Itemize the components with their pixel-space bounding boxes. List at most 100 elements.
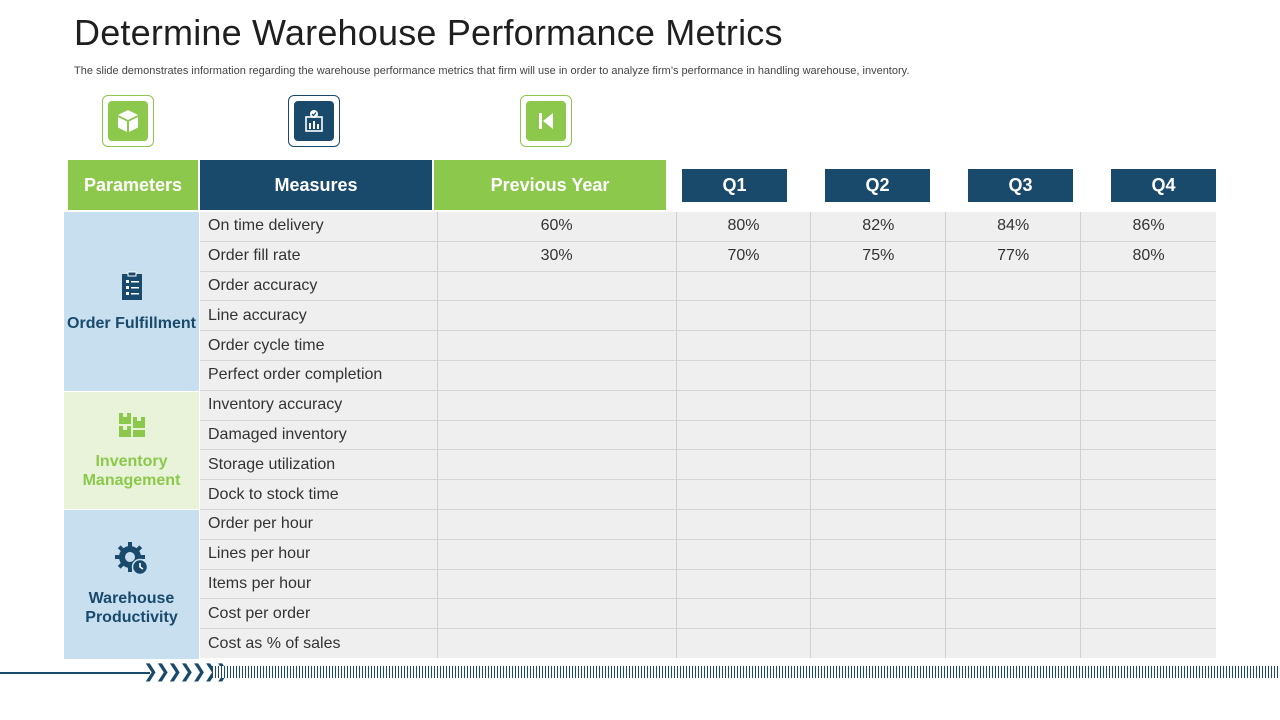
q2-cell: 82%: [811, 212, 947, 241]
q4-cell: [1081, 331, 1216, 360]
q1-cell: 70%: [677, 241, 812, 271]
q3-cell: 84%: [946, 212, 1082, 241]
previous-year-cell: [438, 509, 677, 539]
table-row: Storage utilization: [200, 450, 1216, 481]
q3-cell: [946, 599, 1082, 629]
chevrons-right-icon: ❯❯❯❯❯❯❯: [143, 661, 231, 681]
q2-cell: [811, 480, 947, 509]
q2-cell: [811, 450, 947, 480]
q4-cell: [1081, 361, 1216, 390]
previous-year-cell: [438, 390, 677, 420]
q4-cell: [1081, 301, 1216, 330]
table-row: Perfect order completion: [200, 360, 1216, 391]
measure-cell: Order accuracy: [200, 271, 438, 301]
q1-cell: [677, 629, 812, 658]
footer-stripes: [212, 666, 1280, 678]
q3-cell: [946, 271, 1082, 301]
q3-cell: [946, 360, 1082, 390]
q4-cell: 80%: [1132, 247, 1165, 265]
measure-cell: Storage utilization: [200, 450, 438, 480]
q4-cell: [1081, 421, 1216, 450]
previous-year-cell: 30%: [438, 241, 677, 271]
box-icon-frame: [102, 95, 154, 147]
previous-year-cell: [438, 331, 677, 360]
q3-cell: [946, 420, 1082, 450]
q4-cell: [1081, 570, 1216, 599]
q4-cell: [1081, 391, 1216, 420]
q3-cell: [946, 301, 1082, 331]
q2-cell: [811, 390, 947, 420]
q1-cell: [677, 390, 812, 420]
table-row: Order fill rate 30% 70% 75% 77% 80%: [200, 241, 1216, 272]
q3-cell: [946, 629, 1082, 658]
measure-cell: Cost per order: [200, 599, 438, 629]
footer-line: [0, 672, 150, 674]
q3-cell: [946, 509, 1082, 539]
q4-cell: [1081, 480, 1216, 509]
header-parameters: Parameters: [68, 160, 198, 210]
measure-cell: Lines per hour: [200, 539, 438, 569]
previous-year-cell: [438, 271, 677, 301]
q2-cell: 75%: [811, 241, 947, 271]
q4-cell: [1081, 540, 1216, 569]
table-row: Order per hour: [200, 509, 1216, 540]
skip-icon-frame: [520, 95, 572, 147]
category-label: Inventory Management: [82, 453, 181, 489]
box-icon: [108, 101, 148, 141]
q2-cell: [811, 271, 947, 301]
q2-cell: [811, 360, 947, 390]
q2-cell: [811, 569, 947, 599]
header-q2: Q2: [825, 169, 930, 202]
q2-cell: [811, 301, 947, 331]
q3-cell: [946, 331, 1082, 360]
table-row: Damaged inventory: [200, 420, 1216, 451]
q3-cell: [946, 480, 1082, 509]
metrics-table: On time delivery 60% 80% 82% 84% 86% Ord…: [200, 212, 1216, 659]
page-subtitle: The slide demonstrates information regar…: [74, 65, 910, 77]
q1-cell: [677, 360, 812, 390]
measure-cell: Cost as % of sales: [200, 629, 438, 658]
previous-year-cell: [438, 360, 677, 390]
header-q1: Q1: [682, 169, 787, 202]
header-q3: Q3: [968, 169, 1073, 202]
q1-cell: [677, 539, 812, 569]
q3-cell: 77%: [946, 241, 1082, 271]
previous-year-cell: [438, 420, 677, 450]
q3-cell: [946, 390, 1082, 420]
measure-cell: Order fill rate: [200, 241, 438, 271]
table-row: Items per hour: [200, 569, 1216, 600]
previous-year-cell: [438, 539, 677, 569]
category-label: Order Fulfillment: [67, 314, 196, 332]
table-row: Dock to stock time: [200, 480, 1216, 510]
category-warehouse-productivity: Warehouse Productivity: [64, 510, 199, 659]
measure-cell: Order per hour: [200, 509, 438, 539]
q1-cell: [677, 331, 812, 360]
report-icon-frame: [288, 95, 340, 147]
q2-cell: [811, 420, 947, 450]
table-row: Lines per hour: [200, 539, 1216, 570]
previous-year-cell: [438, 599, 677, 629]
page-title: Determine Warehouse Performance Metrics: [74, 12, 783, 53]
q4-cell: 86%: [1132, 217, 1165, 235]
previous-year-cell: [438, 450, 677, 480]
previous-year-cell: [438, 480, 677, 509]
measure-cell: Inventory accuracy: [200, 390, 438, 420]
q3-cell: [946, 569, 1082, 599]
q4-cell: [1081, 629, 1216, 658]
q1-cell: [677, 509, 812, 539]
q1-cell: [677, 480, 812, 509]
category-order-fulfillment: Order Fulfillment: [64, 212, 199, 391]
previous-year-cell: [438, 301, 677, 331]
skip-back-icon: [526, 101, 566, 141]
q1-cell: 80%: [677, 212, 812, 241]
q1-cell: [677, 301, 812, 331]
previous-year-cell: 60%: [438, 212, 677, 241]
q2-cell: [811, 599, 947, 629]
measure-cell: Damaged inventory: [200, 420, 438, 450]
table-row: Line accuracy: [200, 301, 1216, 332]
measure-cell: Order cycle time: [200, 331, 438, 360]
measure-cell: Items per hour: [200, 569, 438, 599]
header-measures: Measures: [200, 160, 432, 210]
q4-cell: [1081, 599, 1216, 628]
q1-cell: [677, 450, 812, 480]
